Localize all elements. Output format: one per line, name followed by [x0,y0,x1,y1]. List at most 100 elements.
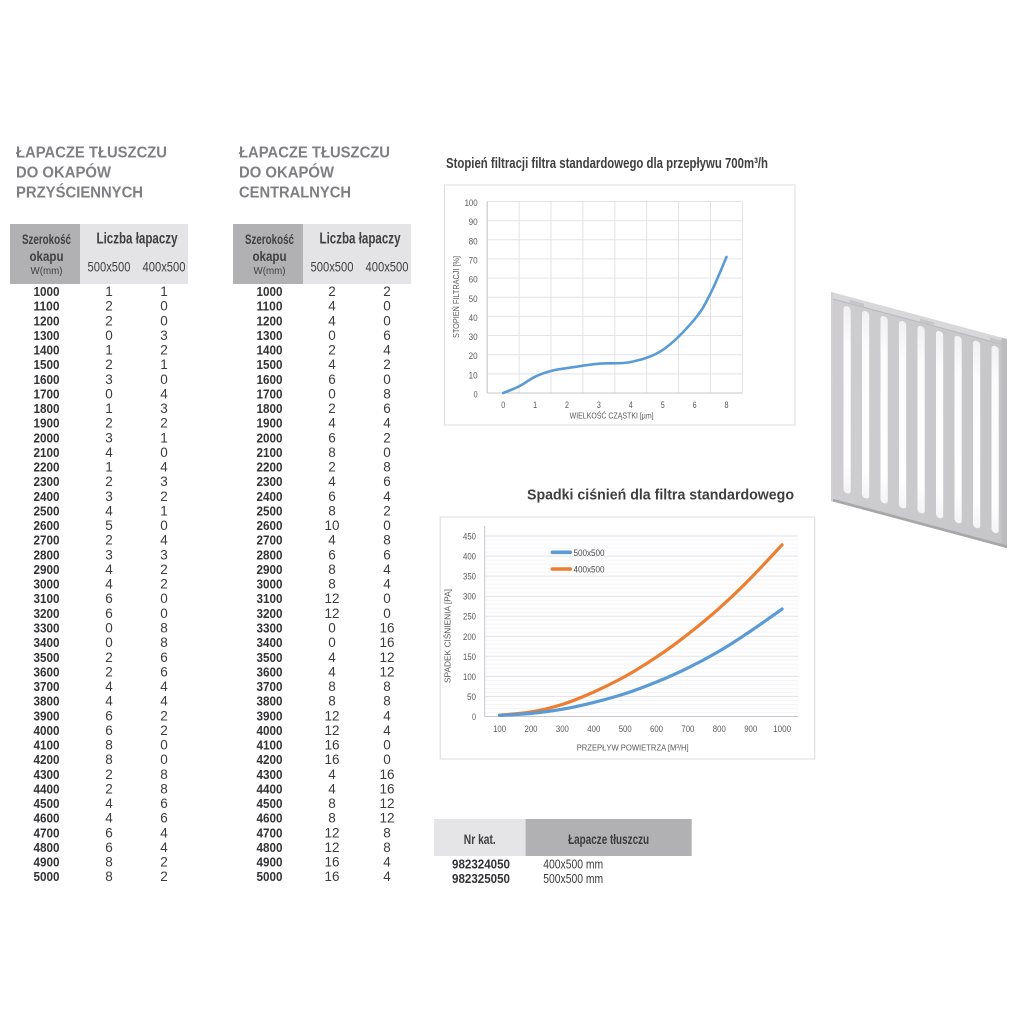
svg-text:3: 3 [105,430,113,445]
svg-text:3200: 3200 [257,606,283,621]
svg-text:1400: 1400 [257,343,283,358]
svg-text:4: 4 [328,781,336,796]
svg-text:1: 1 [160,357,168,372]
svg-text:2: 2 [160,855,168,870]
svg-text:4: 4 [105,504,113,519]
svg-text:50: 50 [467,692,476,702]
svg-text:30: 30 [469,332,478,342]
svg-text:2: 2 [383,504,391,519]
svg-text:450: 450 [463,532,476,542]
svg-text:4: 4 [160,533,168,548]
svg-text:0: 0 [383,372,391,387]
svg-text:1700: 1700 [34,386,60,401]
svg-text:0: 0 [160,606,168,621]
svg-text:3300: 3300 [257,621,283,636]
svg-text:8: 8 [328,694,336,709]
svg-text:16: 16 [379,767,394,782]
svg-text:DO OKAPÓW: DO OKAPÓW [16,163,112,182]
svg-text:6: 6 [105,708,113,723]
svg-text:8: 8 [383,840,391,855]
svg-text:80: 80 [469,236,478,246]
svg-text:8: 8 [160,781,168,796]
svg-text:4: 4 [160,825,168,840]
svg-text:DO OKAPÓW: DO OKAPÓW [239,163,335,182]
svg-text:1600: 1600 [257,372,283,387]
svg-text:0: 0 [105,386,113,401]
svg-text:3200: 3200 [34,606,60,621]
svg-text:0: 0 [328,621,336,636]
svg-text:982324050: 982324050 [452,857,510,872]
svg-text:2: 2 [105,313,113,328]
svg-text:4: 4 [105,811,113,826]
svg-text:16: 16 [379,781,394,796]
svg-text:10: 10 [469,370,478,380]
svg-text:1300: 1300 [34,328,60,343]
svg-text:3000: 3000 [257,577,283,592]
svg-text:4: 4 [328,767,336,782]
svg-text:1400: 1400 [34,343,60,358]
svg-text:8: 8 [383,533,391,548]
svg-text:4600: 4600 [257,811,283,826]
svg-text:12: 12 [379,664,394,679]
svg-text:4: 4 [328,357,336,372]
svg-text:6: 6 [160,650,168,665]
svg-text:800: 800 [713,724,726,734]
svg-text:4200: 4200 [34,752,60,767]
svg-text:250: 250 [463,612,476,622]
svg-text:6: 6 [105,723,113,738]
svg-text:Liczba łapaczy: Liczba łapaczy [97,231,178,248]
svg-text:6: 6 [160,811,168,826]
svg-text:PRZYŚCIENNYCH: PRZYŚCIENNYCH [16,183,143,202]
svg-text:Szerokość: Szerokość [245,232,294,247]
svg-text:1900: 1900 [34,416,60,431]
svg-text:16: 16 [324,855,339,870]
svg-text:4: 4 [105,694,113,709]
svg-text:982325050: 982325050 [452,871,510,886]
svg-text:3100: 3100 [257,591,283,606]
svg-text:4: 4 [160,679,168,694]
svg-text:12: 12 [324,591,339,606]
svg-text:2300: 2300 [34,474,60,489]
svg-text:4: 4 [629,400,633,410]
svg-text:1: 1 [105,460,113,475]
svg-text:4: 4 [160,840,168,855]
svg-text:4400: 4400 [34,781,60,796]
svg-text:1000: 1000 [257,284,283,299]
svg-text:1300: 1300 [257,328,283,343]
svg-text:6: 6 [105,591,113,606]
svg-text:2: 2 [160,577,168,592]
svg-text:10: 10 [324,518,339,533]
svg-text:2200: 2200 [34,460,60,475]
svg-text:1: 1 [160,430,168,445]
svg-text:6: 6 [383,547,391,562]
svg-text:6: 6 [105,825,113,840]
svg-text:300: 300 [463,592,476,602]
svg-text:3700: 3700 [34,679,60,694]
svg-text:2500: 2500 [34,504,60,519]
svg-text:3500: 3500 [34,650,60,665]
svg-text:12: 12 [324,723,339,738]
svg-text:40: 40 [469,313,478,323]
svg-text:500x500: 500x500 [88,259,131,275]
svg-text:2900: 2900 [34,562,60,577]
svg-text:4500: 4500 [34,796,60,811]
svg-text:4100: 4100 [34,738,60,753]
svg-text:6: 6 [383,401,391,416]
svg-text:0: 0 [105,635,113,650]
svg-text:16: 16 [324,752,339,767]
svg-text:2000: 2000 [34,430,60,445]
svg-text:2: 2 [160,489,168,504]
svg-text:0: 0 [105,621,113,636]
svg-text:16: 16 [379,635,394,650]
svg-text:1000: 1000 [773,724,791,734]
svg-text:4: 4 [160,386,168,401]
svg-text:100: 100 [463,672,476,682]
svg-text:0: 0 [160,738,168,753]
svg-text:6: 6 [105,606,113,621]
svg-text:8: 8 [105,855,113,870]
svg-text:0: 0 [383,313,391,328]
svg-text:2100: 2100 [257,445,283,460]
svg-text:2: 2 [105,357,113,372]
svg-text:1: 1 [105,401,113,416]
svg-text:3400: 3400 [34,635,60,650]
